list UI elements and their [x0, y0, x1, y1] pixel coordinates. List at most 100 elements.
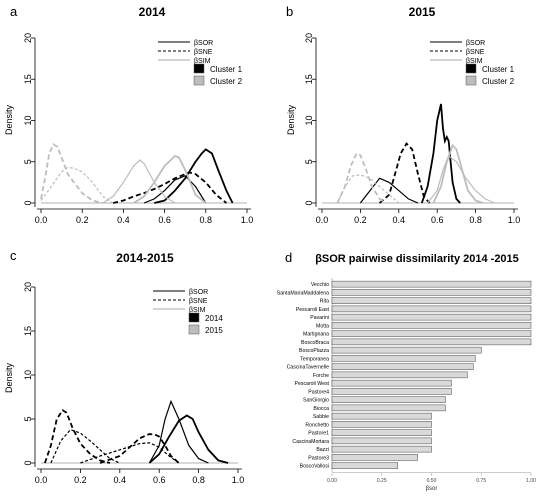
- category-label: Pastore4: [308, 389, 329, 395]
- bar: [331, 429, 432, 436]
- y-tick-label: 20: [23, 282, 33, 292]
- category-label: BoscoPlazza: [299, 348, 329, 354]
- category-label: Temporanea: [300, 356, 329, 362]
- category-label: Biocca: [313, 406, 329, 412]
- density-curve: [432, 143, 484, 204]
- density-curve: [336, 174, 400, 204]
- bar: [331, 388, 452, 395]
- x-tick-label: 0.0: [35, 475, 48, 485]
- y-tick-label: 5: [304, 159, 314, 164]
- panel-title: 2014-2015: [116, 251, 174, 265]
- category-label: CascinaTavernelle: [287, 365, 330, 371]
- category-label: BoscoBraca: [301, 340, 329, 346]
- legend-group-label: Cluster 1: [482, 65, 515, 74]
- legend-line-label: βSOR: [194, 40, 213, 47]
- bar: [331, 330, 532, 337]
- density-curve: [379, 142, 431, 204]
- x-axis-label: βsor: [426, 486, 438, 492]
- category-label: Martignana: [303, 332, 329, 338]
- y-tick-label: 15: [23, 326, 33, 336]
- density-curve: [427, 155, 496, 204]
- panel-letter: b: [286, 4, 293, 19]
- bar: [331, 305, 532, 313]
- legend-line-label: βSNE: [466, 49, 485, 56]
- density-curve: [112, 171, 227, 204]
- category-label: Motta: [316, 323, 329, 329]
- bar: [331, 338, 532, 346]
- category-label: Pastore3: [308, 455, 329, 461]
- bar: [331, 346, 482, 354]
- x-tick-label: 0.4: [117, 215, 130, 225]
- bar: [331, 322, 532, 329]
- x-tick-label: 0.75: [476, 478, 486, 484]
- legend-line-label: βSOR: [189, 289, 208, 296]
- density-panel-c: c 2014-2015 0.0 0.2 0.4 0.6 0.8 1.0 0 5 10 15 20 Dens…: [4, 248, 244, 485]
- y-tick-label: 0: [23, 200, 33, 205]
- bar: [331, 313, 532, 321]
- bar: [331, 371, 468, 379]
- category-label: SanGiorgio: [303, 398, 329, 404]
- legend-group-swatch: [193, 63, 205, 74]
- panel-title: 2015: [409, 5, 436, 19]
- x-tick-label: 0.0: [35, 215, 48, 225]
- category-label: CascinaMortara: [292, 439, 329, 445]
- density-curve: [102, 159, 176, 204]
- density-curve: [40, 143, 104, 204]
- bar: [331, 454, 418, 461]
- x-tick-label: 1.00: [526, 478, 536, 484]
- density-curve: [50, 428, 121, 464]
- density-curve: [359, 177, 419, 204]
- legend-line-label: βSIM: [194, 58, 211, 65]
- legend-group-swatch: [465, 63, 477, 74]
- legend-group-label: 2014: [205, 314, 223, 323]
- y-axis-label: Density: [4, 362, 14, 393]
- legend-group-swatch: [193, 75, 205, 86]
- legend-group-label: Cluster 2: [210, 77, 243, 86]
- y-tick-label: 10: [304, 115, 314, 125]
- x-tick-label: 0.25: [377, 478, 387, 484]
- y-tick-label: 15: [23, 74, 33, 84]
- legend-group-swatch: [188, 312, 200, 323]
- category-label: Rita: [320, 299, 329, 305]
- x-tick-label: 0.2: [354, 215, 367, 225]
- legend-line-label: βSNE: [189, 298, 208, 305]
- x-tick-label: 0.6: [158, 215, 171, 225]
- panel-letter: a: [10, 4, 18, 19]
- bar: [331, 437, 432, 445]
- legend-group-label: Cluster 2: [482, 77, 515, 86]
- density-curve: [420, 103, 461, 204]
- category-label: Pescaroli East: [296, 307, 330, 313]
- x-tick-label: 0.6: [431, 215, 444, 225]
- x-tick-label: 0.6: [153, 475, 166, 485]
- density-curve: [336, 152, 386, 204]
- x-tick-label: 0.4: [393, 215, 406, 225]
- density-curve: [80, 442, 180, 464]
- density-curve: [99, 433, 180, 464]
- y-tick-label: 0: [23, 460, 33, 465]
- legend-group-swatch: [188, 324, 200, 335]
- panel-title: 2014: [139, 5, 166, 19]
- y-tick-label: 5: [23, 416, 33, 421]
- panel-letter: c: [10, 248, 17, 263]
- density-panel-b: b 2015 0.0 0.2 0.4 0.6 0.8 1.0 0 5 10 15 20 Density βS…: [286, 4, 520, 225]
- bar: [331, 355, 476, 362]
- y-tick-label: 20: [23, 33, 33, 43]
- x-tick-label: 0.4: [114, 475, 127, 485]
- category-label: Vecchio: [311, 282, 329, 288]
- panel-letter: d: [285, 250, 292, 265]
- bar: [331, 297, 532, 304]
- legend-line-label: βSIM: [466, 58, 483, 65]
- bar: [331, 412, 432, 420]
- category-label: Pastore1: [308, 431, 329, 437]
- legend-group-label: Cluster 1: [210, 65, 243, 74]
- legend-group-swatch: [465, 75, 477, 86]
- y-tick-label: 15: [304, 74, 314, 84]
- bar-panel-d: d βSOR pairwise dissimilarity 2014 -2015 V…: [277, 250, 536, 492]
- bar: [331, 421, 432, 428]
- x-tick-label: 0.8: [200, 215, 213, 225]
- category-label: Forche: [313, 373, 329, 379]
- y-axis-label: Density: [4, 104, 14, 135]
- x-tick-label: 0.00: [327, 478, 337, 484]
- y-tick-label: 20: [304, 33, 314, 43]
- bar: [331, 404, 446, 412]
